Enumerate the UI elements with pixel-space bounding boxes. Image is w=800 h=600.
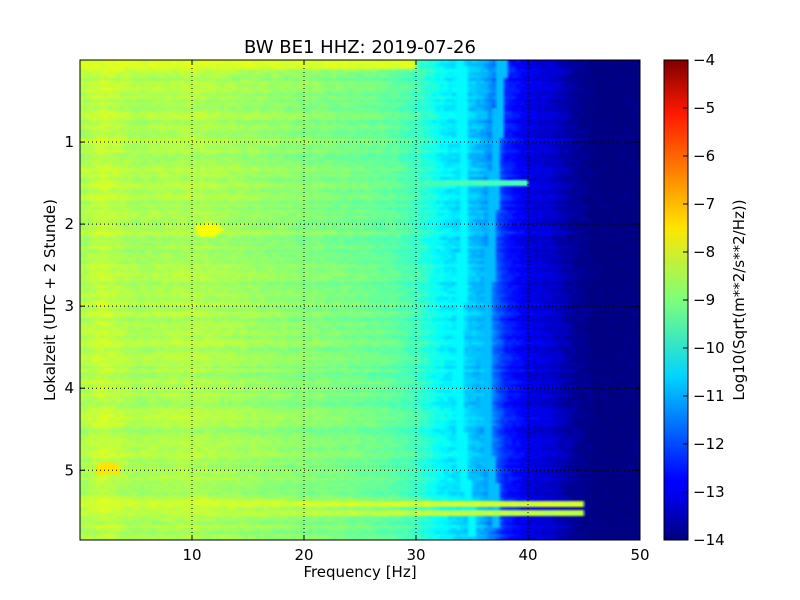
y-tick-label: 2 [64, 215, 74, 233]
colorbar-tick-label: −11 [693, 387, 725, 405]
x-tick-label: 20 [294, 546, 313, 564]
y-axis: 1 2 3 4 5 [64, 133, 640, 479]
colorbar-ticks: −4 −5 −6 −7 −8 −9 −10 −11 −12 −13 −14 [683, 51, 725, 549]
x-tick-label: 10 [182, 546, 201, 564]
x-axis: 10 20 30 40 50 [182, 60, 650, 564]
y-tick-label: 4 [64, 379, 74, 397]
y-axis-label: Lokalzeit (UTC + 2 Stunde) [41, 199, 59, 401]
colorbar-tick-label: −7 [693, 195, 715, 213]
chart-title: BW BE1 HHZ: 2019-07-26 [244, 37, 476, 58]
grid [80, 60, 640, 540]
y-tick-label: 1 [64, 133, 74, 151]
x-tick-label: 30 [406, 546, 425, 564]
colorbar-tick-label: −12 [693, 435, 725, 453]
plot-frame [79, 59, 641, 541]
colorbar-tick-label: −13 [693, 483, 725, 501]
colorbar-tick-label: −10 [693, 339, 725, 357]
heatmap-cells [80, 60, 640, 540]
x-tick-label: 40 [518, 546, 537, 564]
colorbar-tick-label: −6 [693, 147, 715, 165]
colorbar-tick-label: −5 [693, 99, 715, 117]
colorbar-tick-label: −4 [693, 51, 715, 69]
y-tick-label: 3 [64, 297, 74, 315]
colorbar-tick-label: −14 [693, 531, 725, 549]
colorbar-label: Log10(Sqrt(m**2/s**2/Hz)) [730, 199, 748, 400]
colorbar-tick-label: −8 [693, 243, 715, 261]
x-tick-label: 50 [630, 546, 649, 564]
y-tick-label: 5 [64, 461, 74, 479]
x-axis-label: Frequency [Hz] [303, 563, 416, 581]
spectrogram-heatmap [80, 60, 640, 540]
colorbar-tick-label: −9 [693, 291, 715, 309]
